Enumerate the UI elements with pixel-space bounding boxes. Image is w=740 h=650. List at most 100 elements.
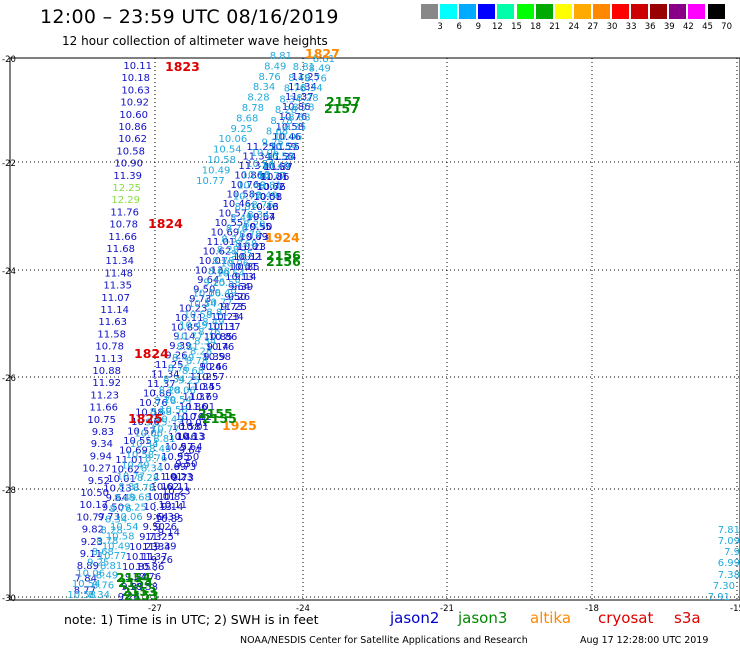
swath-value: 9.64 [106, 493, 128, 504]
wave-height-value: 8.89 [77, 561, 99, 572]
swath-value: 8.68 [235, 239, 257, 250]
page-title: 12:00 – 23:59 UTC 08/16/2019 [40, 6, 339, 28]
swath-value: 10.55 [123, 436, 152, 447]
swath-value: 8.76 [145, 454, 167, 465]
swath-value: 10.49 [261, 161, 290, 172]
wave-height-value: 10.11 [123, 61, 152, 72]
swath-value: 11.34 [288, 82, 317, 93]
swath-value: 10.58 [202, 352, 231, 363]
pass-time-label: 2153 [122, 584, 157, 599]
pass-time-label: 2157 [326, 94, 361, 109]
swath-value: 9.25 [87, 558, 109, 569]
wave-height-value: 11.92 [92, 378, 121, 389]
swath-value: 10.58 [129, 582, 158, 593]
swath-value: 10.11 [207, 322, 236, 333]
swath-value: 11.25 [271, 142, 300, 153]
swath-value: 8.28 [101, 525, 123, 536]
swath-value: 8.81 [235, 202, 257, 213]
wave-height-value: 10.50 [80, 488, 109, 499]
wave-height-value: 7.91 [708, 592, 730, 603]
swath-value: 8.34 [163, 374, 185, 385]
swath-value: 9.25 [125, 502, 147, 513]
pass-time-label: 1825 [128, 411, 163, 426]
swath-value: 10.69 [239, 232, 268, 243]
swath-value: 11.34 [215, 312, 244, 323]
swath-value: 8.28 [159, 385, 181, 396]
swath-value: 10.77 [204, 298, 233, 309]
swath-value: 10.57 [246, 212, 275, 223]
swath-value: 9.25 [284, 122, 306, 133]
swath-value: 9.25 [261, 137, 283, 148]
swath-value: 10.58 [184, 310, 213, 321]
swath-value: 11.25 [190, 372, 219, 383]
swath-value: 11.01 [207, 237, 236, 248]
swath-value: 10.06 [251, 148, 280, 159]
swath-value: 10.01 [147, 492, 176, 503]
swath-value: 10.06 [220, 259, 249, 270]
swath-value: 10.49 [237, 181, 266, 192]
swath-value: 8.81 [100, 561, 122, 572]
wave-height-value: 11.68 [106, 244, 135, 255]
wave-height-value: 10.27 [82, 464, 111, 475]
swath-value: 9.39 [231, 282, 253, 293]
swath-value: 8.76 [305, 73, 327, 84]
swath-value: 10.57 [127, 427, 156, 438]
legend-swatch [497, 4, 515, 19]
swath-value: 10.57 [219, 208, 248, 219]
pass-time-label: 1823 [165, 59, 200, 74]
swath-value: 8.78 [292, 103, 314, 114]
swath-value: 9.73 [174, 462, 196, 473]
swath-value: 9.14 [161, 502, 183, 513]
swath-value: 10.86 [179, 402, 208, 413]
swath-value: 10.58 [125, 450, 154, 461]
swath-value: 10.01 [229, 262, 258, 273]
swath-value: 10.23 [164, 472, 193, 483]
wave-height-value: 7.38 [718, 570, 740, 581]
wave-height-value: 9.25 [231, 124, 253, 135]
swath-value: 9.26 [118, 592, 140, 603]
swath-value: 10.58 [172, 422, 201, 433]
wave-height-value: 7.81 [718, 525, 740, 536]
swath-value: 8.76 [284, 84, 306, 95]
pass-time-label: 2155 [202, 411, 237, 426]
legend-swatch [612, 4, 629, 19]
swath-value: 9.26 [155, 522, 177, 533]
swath-value: 11.34 [186, 382, 215, 393]
wave-height-value: 11.23 [90, 390, 119, 401]
swath-value: 11.37 [285, 92, 314, 103]
wave-height-value: 10.85 [155, 514, 184, 525]
swath-value: 8.81 [293, 62, 315, 73]
swath-value: 10.49 [121, 461, 150, 472]
swath-value: 10.77 [151, 424, 180, 435]
lon-tick-label: -21 [440, 604, 454, 614]
swath-value: 8.28 [217, 245, 239, 256]
swath-value: 9.73 [139, 532, 161, 543]
credit-text: NOAA/NESDIS Center for Satellite Applica… [240, 635, 528, 646]
wave-height-value: 10.86 [118, 122, 147, 133]
swath-value: 8.78 [96, 536, 118, 547]
swath-value: 10.57 [165, 442, 194, 453]
swath-value: 9.26 [200, 362, 222, 373]
swath-value: 9.25 [231, 249, 253, 260]
swath-value: 10.62 [150, 482, 179, 493]
legend-tick-label: 21 [549, 22, 561, 32]
swath-value: 8.49 [230, 213, 252, 224]
swath-value: 10.54 [246, 159, 275, 170]
swath-value: 10.69 [158, 462, 187, 473]
wave-height-value: 9.64 [179, 445, 201, 456]
swath-value: 10.55 [243, 222, 272, 233]
legend-altika: altika [530, 609, 572, 627]
swath-value: 9.14 [173, 332, 195, 343]
swath-value: 10.86 [136, 562, 165, 573]
legend-tick-label: 12 [491, 22, 503, 32]
swath-value: 8.34 [221, 234, 243, 245]
wave-height-value: 7.30 [713, 581, 735, 592]
swath-value: 8.68 [150, 407, 172, 418]
lon-tick-label: -15 [730, 604, 740, 614]
legend-tick-label: 33 [625, 22, 637, 32]
swath-value: 8.49 [149, 444, 171, 455]
swath-value: 9.50 [250, 222, 272, 233]
swath-value: 9.73 [221, 302, 243, 313]
swath-value: 10.13 [103, 484, 132, 495]
legend-jason3: jason3 [458, 609, 508, 627]
